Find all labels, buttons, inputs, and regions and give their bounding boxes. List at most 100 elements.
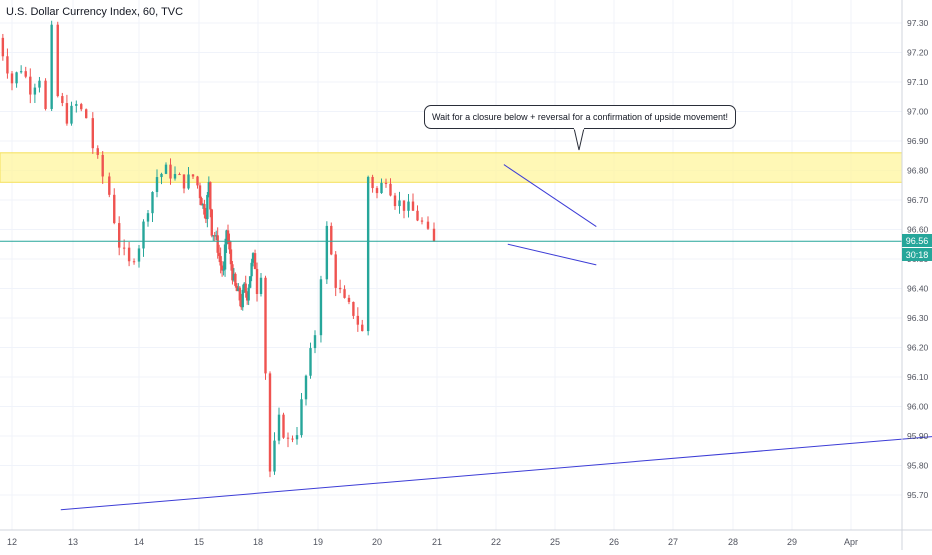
candle-body: [402, 200, 406, 211]
candle-body: [371, 176, 374, 189]
y-tick-label: 96.20: [907, 343, 929, 353]
candle-body: [235, 285, 239, 292]
chart-title: U.S. Dollar Currency Index, 60, TVC: [6, 6, 184, 18]
candle-body: [132, 261, 136, 263]
y-tick-label: 97.20: [907, 48, 929, 58]
candle-body: [19, 71, 23, 73]
x-tick-label: 29: [787, 537, 797, 547]
candle-body: [164, 164, 168, 174]
candle-body: [240, 300, 243, 308]
x-tick-label: 18: [253, 537, 263, 547]
candle-body: [231, 264, 234, 281]
candle-body: [225, 230, 228, 245]
candle-body: [286, 437, 290, 439]
candle-body: [200, 198, 203, 206]
candle-body: [389, 183, 392, 196]
candle-body: [210, 209, 213, 236]
candle-body: [243, 283, 246, 290]
candle-body: [255, 268, 259, 294]
candle-body: [300, 399, 303, 436]
x-tick-label: 20: [372, 537, 382, 547]
candle-body: [101, 154, 104, 177]
candle-body: [241, 289, 244, 308]
candle-body: [319, 279, 323, 336]
candle-body: [251, 253, 255, 263]
candle-body: [384, 182, 388, 184]
candle-body: [313, 335, 317, 349]
candle-body: [229, 249, 233, 265]
candle-body: [250, 262, 253, 277]
candle-body: [182, 174, 186, 189]
candle-body: [223, 244, 227, 270]
candle-body: [173, 174, 177, 179]
trendline-rising-support: [60, 436, 932, 511]
x-tick-label: 21: [432, 537, 442, 547]
candle-body: [127, 247, 131, 262]
candle-body: [80, 104, 83, 110]
candle-body: [426, 221, 430, 229]
y-tick-label: 97.00: [907, 107, 929, 117]
y-tick-label: 95.70: [907, 490, 929, 500]
candle-body: [273, 440, 276, 472]
candle-body: [343, 289, 346, 298]
x-tick-label: 14: [134, 537, 144, 547]
y-tick-label: 96.90: [907, 136, 929, 146]
candle-body: [203, 204, 206, 215]
candle-body: [245, 292, 249, 301]
candle-body: [277, 414, 281, 441]
candle-body: [228, 240, 231, 250]
y-tick-label: 96.30: [907, 313, 929, 323]
candle-body: [338, 287, 342, 290]
callout-annotation[interactable]: Wait for a closure below + reversal for …: [424, 105, 736, 129]
last-price-label: 96.56: [902, 234, 932, 248]
candle-body: [204, 214, 208, 220]
candle-body: [309, 348, 312, 376]
y-tick-label: 96.60: [907, 225, 929, 235]
candle-body: [291, 438, 294, 440]
x-tick-label: 28: [728, 537, 738, 547]
candle-body: [207, 182, 211, 196]
candle-body: [65, 103, 69, 124]
y-tick-label: 95.80: [907, 461, 929, 471]
y-tick-label: 97.10: [907, 77, 929, 87]
candle-body: [10, 73, 14, 84]
candle-body: [416, 210, 419, 221]
x-tick-label: 25: [550, 537, 560, 547]
candle-body: [178, 174, 181, 176]
candle-body: [398, 200, 401, 207]
candle-body: [50, 24, 53, 109]
candle-body: [215, 235, 218, 237]
candle-body: [206, 195, 209, 220]
y-tick-label: 95.90: [907, 431, 929, 441]
trendlines: [60, 164, 932, 511]
y-tick-label: 96.40: [907, 284, 929, 294]
resistance-zone[interactable]: [0, 152, 903, 183]
candle-body: [264, 277, 267, 374]
trendline-wedge-upper: [503, 164, 597, 227]
candle-body: [24, 71, 27, 77]
candle-body: [393, 195, 397, 207]
candle-body: [169, 164, 172, 179]
candle-body: [212, 235, 215, 237]
candle-body: [234, 273, 237, 286]
candle-body: [201, 204, 205, 206]
candle-body: [325, 225, 329, 280]
y-tick-label: 97.30: [907, 18, 929, 28]
candle-body: [151, 192, 154, 214]
candle-body: [213, 235, 216, 237]
candle-body: [380, 182, 383, 194]
candle-body: [334, 254, 337, 288]
candle-body: [295, 435, 299, 440]
candle-body: [196, 176, 199, 186]
candle-body: [38, 80, 41, 88]
x-tick-label: 27: [668, 537, 678, 547]
candle-body: [304, 375, 308, 400]
candle-body: [122, 247, 126, 249]
candle-body: [226, 230, 230, 241]
candle-body: [113, 194, 116, 224]
candle-body: [375, 188, 379, 194]
candle-body: [411, 201, 415, 211]
x-tick-label: Apr: [844, 537, 858, 547]
